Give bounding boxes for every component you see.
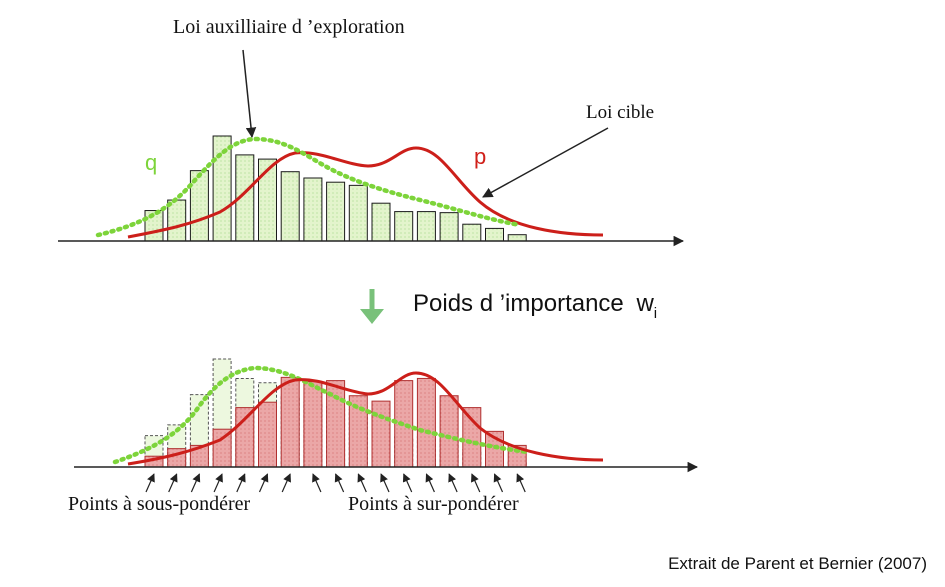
top-p-curve: [127, 146, 604, 239]
under-weight-label: Points à sous-pondérer: [68, 493, 251, 515]
point-arrow-8: [312, 473, 322, 493]
bottom-p-bar-14: [439, 395, 459, 468]
point-arrow-2: [168, 473, 178, 493]
top-bar-17: [507, 234, 527, 242]
point-arrow-17: [516, 473, 526, 493]
point-arrow-11: [380, 473, 390, 493]
source-credit: Extrait de Parent et Bernier (2007): [668, 554, 927, 573]
point-arrow-15: [471, 473, 481, 493]
top-bar-9: [326, 181, 346, 242]
top-bar-10: [348, 184, 368, 242]
bottom-p-bar-6: [258, 401, 277, 468]
over-weight-label: Points à sur-pondérer: [348, 493, 519, 515]
down-arrow-icon: [360, 309, 384, 324]
target-law-label: Loi cible: [586, 102, 654, 123]
top-q-curve: [95, 136, 523, 238]
point-arrow-1: [145, 473, 155, 493]
top-histogram: [144, 135, 527, 242]
bottom-panel: [74, 358, 699, 493]
bottom-p-bar-15: [462, 407, 482, 468]
q-label: q: [145, 150, 157, 175]
point-arrow-13: [425, 473, 435, 493]
point-arrow-6: [258, 473, 269, 493]
point-arrow-4: [213, 473, 223, 493]
point-arrow-12: [402, 473, 413, 493]
point-arrow-10: [357, 473, 367, 493]
bottom-p-curve: [127, 371, 604, 466]
p-label: p: [474, 144, 486, 169]
bottom-p-bar-7: [280, 376, 300, 468]
bottom-p-bar-11: [371, 400, 391, 468]
point-arrow-9: [334, 473, 345, 493]
target-law-pointer: [482, 127, 609, 198]
top-bar-13: [416, 211, 436, 242]
top-bar-14: [439, 212, 459, 242]
top-bar-8: [303, 177, 323, 242]
top-bar-15: [462, 223, 482, 242]
top-bar-7: [280, 171, 300, 242]
bottom-p-bar-5: [235, 407, 255, 468]
point-arrow-7: [281, 473, 291, 493]
bottom-p-bar-8: [303, 381, 323, 468]
top-panel: [58, 135, 685, 247]
weighting-step: Poids d ’importance wi: [360, 289, 657, 324]
point-arrow-16: [493, 473, 504, 493]
top-bar-11: [371, 202, 391, 242]
point-arrow-14: [448, 473, 458, 493]
point-arrows: [145, 473, 526, 493]
importance-weights-label: Poids d ’importance wi: [413, 290, 657, 322]
point-arrow-3: [190, 473, 201, 493]
point-arrow-5: [236, 473, 246, 493]
exploration-law-label: Loi auxilliaire d ’exploration: [173, 16, 405, 38]
top-bar-12: [394, 211, 414, 242]
exploration-law-pointer: [242, 49, 257, 139]
bottom-p-bar-13: [416, 377, 436, 468]
top-bar-16: [485, 227, 504, 242]
